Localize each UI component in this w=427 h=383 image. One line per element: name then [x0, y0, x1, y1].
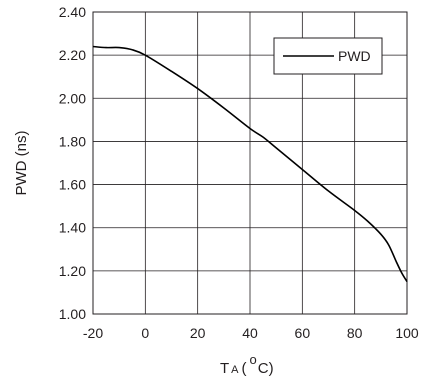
x-axis-label-unit: C) — [258, 360, 274, 377]
series-line-pwd — [92, 45, 408, 283]
x-tick-label: 40 — [242, 325, 258, 341]
y-tick-label: 1.40 — [59, 220, 86, 236]
legend: PWD — [273, 37, 383, 75]
y-tick-label: 2.20 — [59, 47, 86, 63]
y-axis-label: PWD (ns) — [13, 131, 30, 196]
x-tick-label: 80 — [347, 325, 363, 341]
y-tick-label: 1.80 — [59, 133, 86, 149]
legend-label-pwd: PWD — [338, 48, 371, 64]
x-axis-label-open: ( — [242, 360, 247, 377]
x-tick-label: -20 — [83, 325, 103, 341]
y-tick-label: 2.00 — [59, 90, 86, 106]
x-axis-label-subscript: A — [231, 364, 239, 376]
x-tick-label: 60 — [295, 325, 311, 341]
x-axis-label: T A (oC) — [220, 352, 274, 377]
y-tick-label: 1.20 — [59, 263, 86, 279]
x-axis-label-main: T — [220, 360, 229, 377]
y-tick-label: 1.00 — [59, 306, 86, 322]
x-axis-label-degree: o — [250, 352, 257, 367]
plot-frame — [92, 11, 408, 315]
x-tick-labels: -20 0 20 40 60 80 100 — [83, 325, 419, 341]
x-tick-label: 20 — [190, 325, 206, 341]
x-tick-label: 0 — [141, 325, 149, 341]
y-tick-label: 1.60 — [59, 177, 86, 193]
y-tick-label: 2.40 — [59, 4, 86, 20]
x-tick-label: 100 — [395, 325, 419, 341]
y-tick-labels: 1.00 1.20 1.40 1.60 1.80 2.00 2.20 2.40 — [59, 4, 86, 322]
